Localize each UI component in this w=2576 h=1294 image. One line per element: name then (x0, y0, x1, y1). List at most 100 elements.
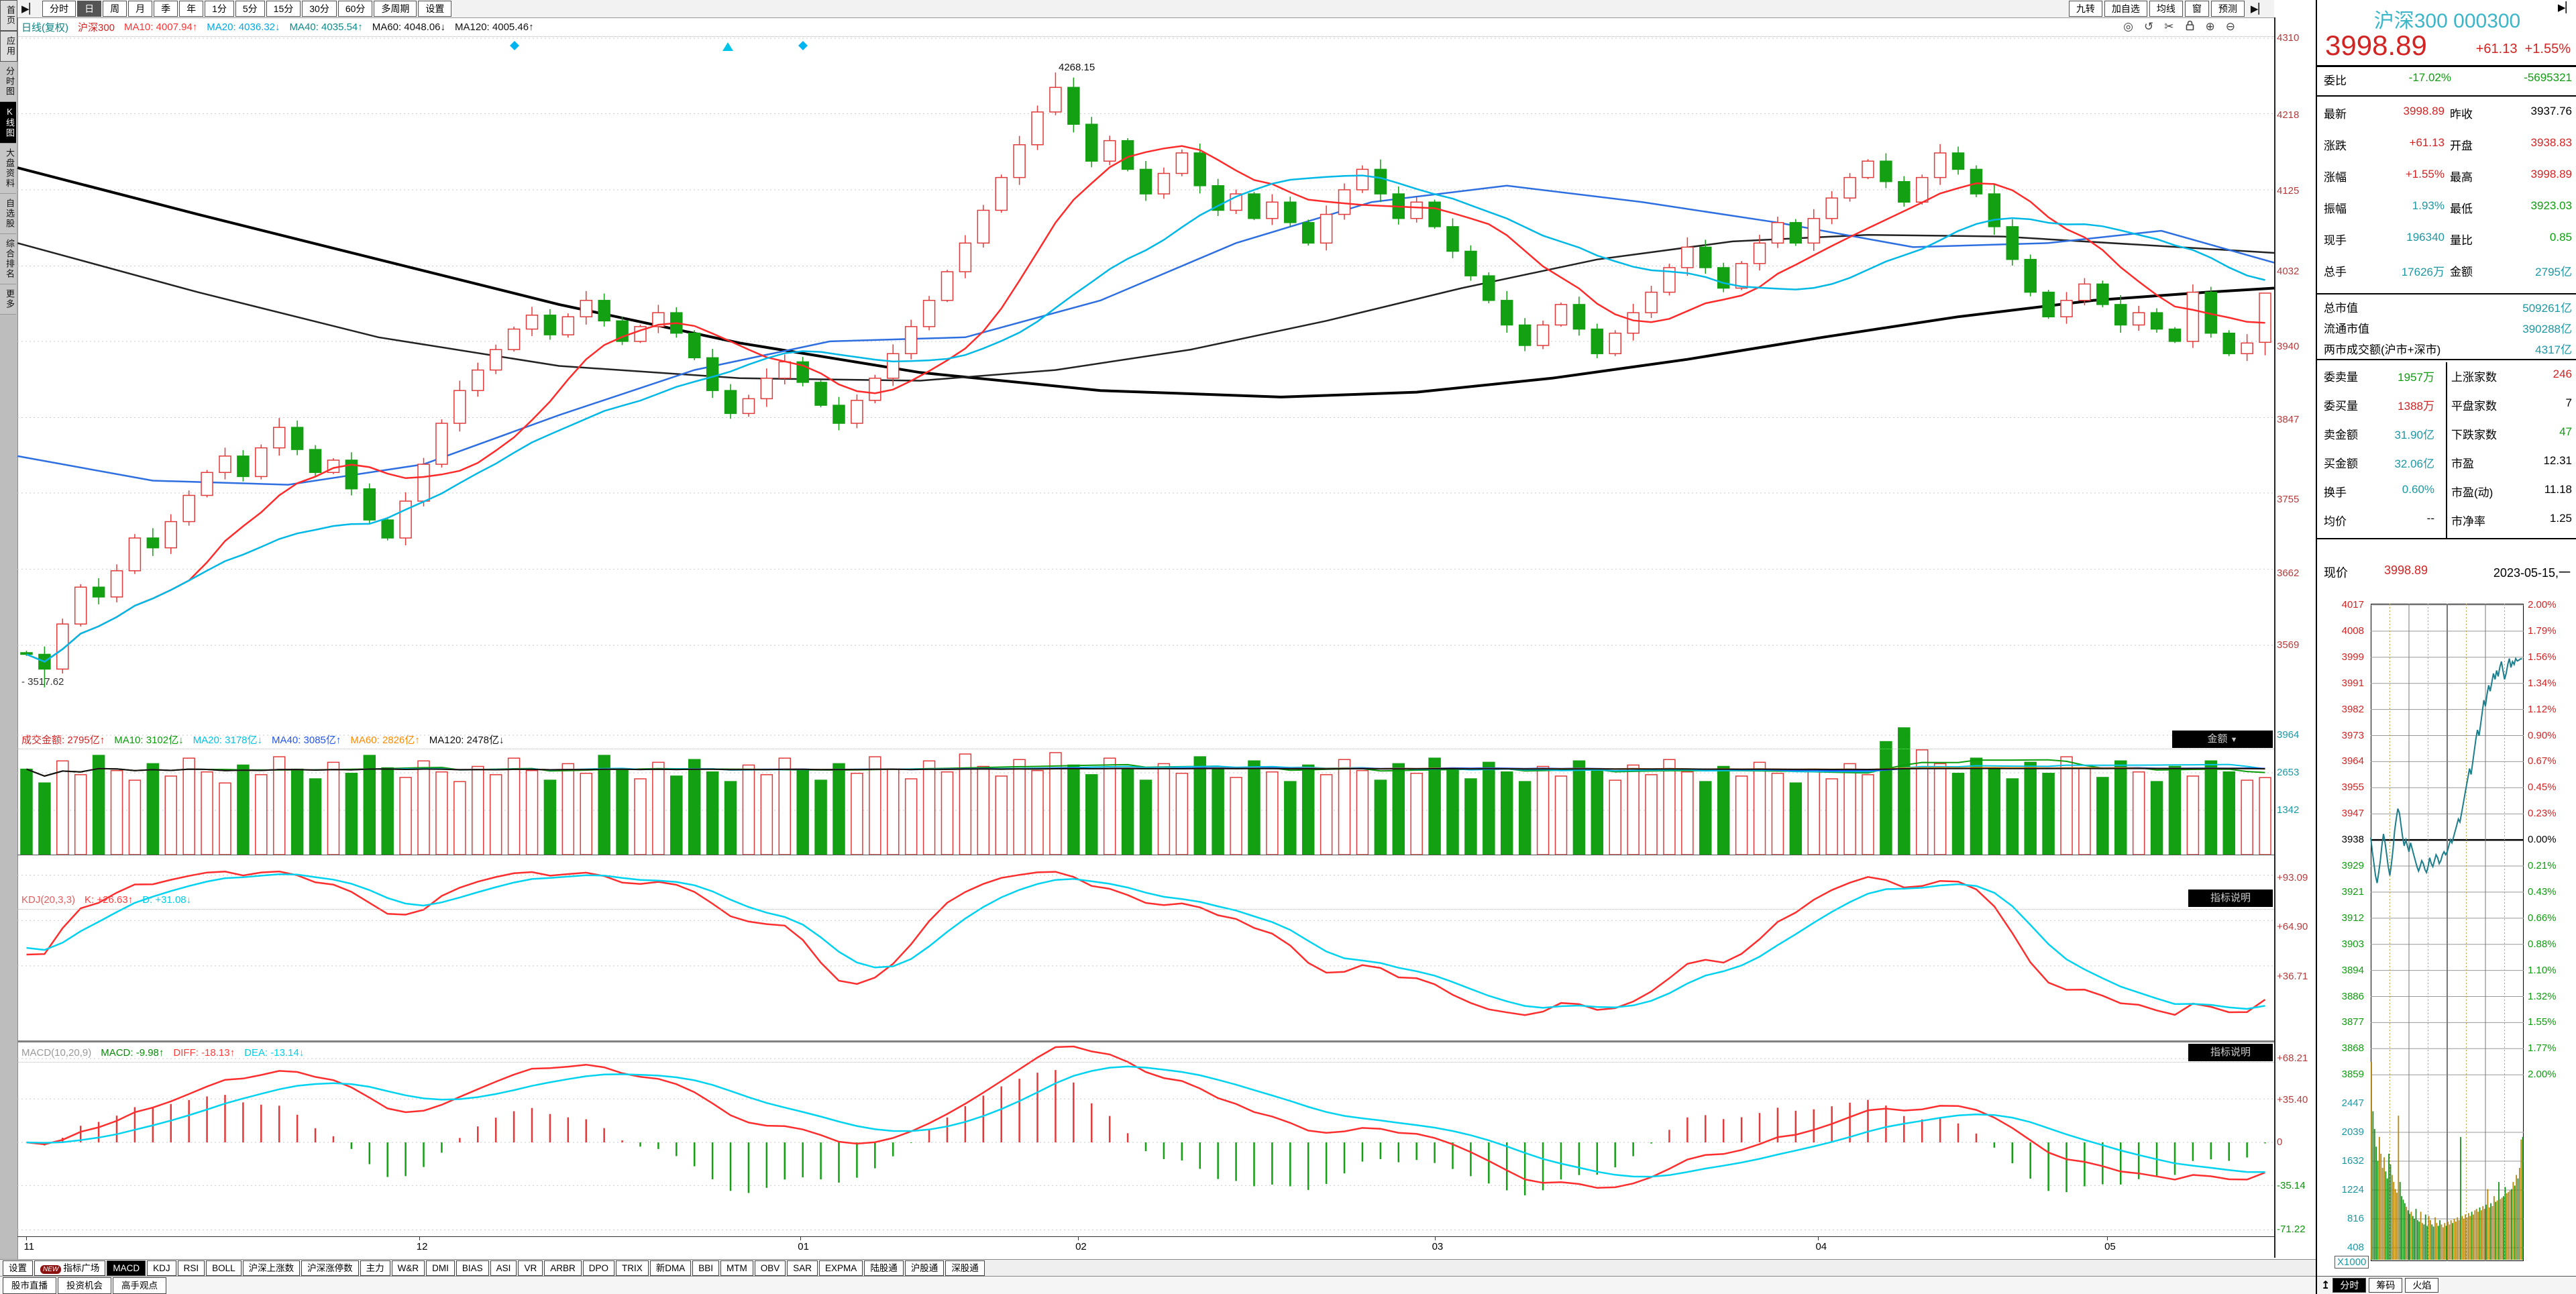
indicator-tab-陆股通[interactable]: 陆股通 (864, 1260, 904, 1276)
mini-price-label: 3982 (2341, 703, 2364, 715)
crosshair-icon[interactable]: ◎ (2123, 20, 2133, 33)
period-tab-季[interactable]: 季 (154, 1, 178, 17)
indicator-tab-设置[interactable]: 设置 (3, 1260, 33, 1276)
indicator-tab-新DMA[interactable]: 新DMA (649, 1260, 692, 1276)
indicator-tab-SAR[interactable]: SAR (787, 1260, 818, 1276)
indicator-tab-BOLL[interactable]: BOLL (206, 1260, 241, 1276)
indicator-tab-ARBR[interactable]: ARBR (544, 1260, 582, 1276)
indicator-tab-MACD[interactable]: MACD (107, 1260, 146, 1276)
low-price-marker: - 3517.62 (21, 676, 64, 688)
axis-label: 3662 (2277, 568, 2300, 579)
mini-price-label: 3947 (2341, 808, 2364, 820)
sidebar-item-综合排名[interactable]: 综合排名 (0, 234, 16, 284)
sidebar-item-分时图[interactable]: 分时图 (0, 62, 16, 102)
indicator-tab-MTM[interactable]: MTM (720, 1260, 753, 1276)
mini-price-label: 3964 (2341, 755, 2364, 767)
macd-chart[interactable] (17, 1042, 2274, 1236)
main-candlestick-chart[interactable] (17, 38, 2275, 728)
axis-label: -35.14 (2277, 1180, 2306, 1191)
axis-label: -71.22 (2277, 1224, 2306, 1235)
indicator-tab-深股通[interactable]: 深股通 (945, 1260, 985, 1276)
mini-vol-label: 2039 (2341, 1126, 2364, 1138)
period-tab-5分[interactable]: 5分 (235, 1, 265, 17)
mini-pct-label: 0.88% (2528, 938, 2557, 950)
axis-label: 4310 (2277, 32, 2300, 44)
indicator-tab-BBI[interactable]: BBI (692, 1260, 720, 1276)
mini-vol-label: 1632 (2341, 1155, 2364, 1167)
axis-label: 3940 (2277, 341, 2300, 352)
period-tab-15分[interactable]: 15分 (266, 1, 301, 17)
sidebar-item-大盘资料[interactable]: 大盘资料 (0, 144, 16, 194)
zoom-in-icon[interactable]: ⊕ (2205, 20, 2215, 33)
tool-button-九转[interactable]: 九转 (2068, 1, 2102, 17)
indicator-tab-沪深涨停数[interactable]: 沪深涨停数 (301, 1260, 359, 1276)
undo-icon[interactable]: ↺ (2144, 20, 2154, 33)
sidebar-item-K线图[interactable]: K线图 (0, 102, 16, 144)
period-tab-多周期[interactable]: 多周期 (374, 1, 417, 17)
indicator-tab-TRIX[interactable]: TRIX (615, 1260, 649, 1276)
new-badge: NEW (40, 1264, 62, 1274)
content-tab-股市直播[interactable]: 股市直播 (3, 1277, 56, 1294)
sidebar-item-自选股[interactable]: 自选股 (0, 194, 16, 234)
period-tab-30分[interactable]: 30分 (302, 1, 337, 17)
scroll-top-icon[interactable]: ↥ (2321, 1280, 2330, 1291)
indicator-tab-沪股通[interactable]: 沪股通 (904, 1260, 945, 1276)
collapse-right-icon[interactable]: ▶▏ (2557, 2, 2573, 13)
indicator-tab-BIAS[interactable]: BIAS (455, 1260, 489, 1276)
indicator-tab-RSI[interactable]: RSI (177, 1260, 205, 1276)
tool-button-预测[interactable]: 预测 (2210, 1, 2245, 17)
mini-tab-分时[interactable]: 分时 (2332, 1278, 2367, 1293)
tool-button-均线[interactable]: 均线 (2149, 1, 2183, 17)
indicator-tab-VR[interactable]: VR (518, 1260, 543, 1276)
collapse-right-toolbar-icon[interactable]: ▶▏ (2250, 3, 2266, 15)
period-tab-60分[interactable]: 60分 (337, 1, 373, 17)
kdj-help-button[interactable]: 指标说明 (2188, 889, 2273, 907)
mini-pct-label: 2.00% (2528, 599, 2557, 610)
price-change: +61.13 +1.55% (2475, 42, 2571, 56)
volume-type-dropdown[interactable]: 金额 ▼ (2172, 731, 2273, 748)
period-tab-年[interactable]: 年 (179, 1, 204, 17)
tool-button-窗[interactable]: 窗 (2184, 1, 2209, 17)
period-tab-日[interactable]: 日 (77, 1, 102, 17)
indicator-tab-ASI[interactable]: ASI (490, 1260, 517, 1276)
kdj-chart[interactable] (17, 856, 2274, 1041)
mini-tab-火焰[interactable]: 火焰 (2405, 1278, 2439, 1293)
indicator-tab-EXPMA[interactable]: EXPMA (819, 1260, 863, 1276)
content-tab-投资机会[interactable]: 投资机会 (58, 1277, 111, 1294)
tool-button-加自选[interactable]: 加自选 (2104, 1, 2147, 17)
period-tab-周[interactable]: 周 (103, 1, 127, 17)
sidebar-item-更多[interactable]: 更多 (0, 284, 16, 315)
ma-value: MA40: 4035.54↑ (289, 21, 363, 33)
sidebar-item-首页[interactable]: 首页 (0, 0, 17, 31)
indicator-tab-DMI[interactable]: DMI (426, 1260, 455, 1276)
volume-chart[interactable] (17, 727, 2274, 855)
mini-tab-筹码[interactable]: 筹码 (2369, 1278, 2403, 1293)
indicator-tab-指标广场[interactable]: NEW 指标广场 (34, 1260, 106, 1276)
scissors-icon[interactable]: ✂ (2164, 20, 2174, 33)
period-tab-设置[interactable]: 设置 (418, 1, 452, 17)
mini-price-label: 3973 (2341, 729, 2364, 741)
month-label: 01 (798, 1241, 809, 1252)
indicator-tab-主力[interactable]: 主力 (360, 1260, 390, 1276)
period-tab-分时[interactable]: 分时 (42, 1, 76, 17)
period-tab-月[interactable]: 月 (128, 1, 153, 17)
macd-help-button[interactable]: 指标说明 (2188, 1044, 2273, 1061)
collapse-left-icon[interactable]: ▶▏ (21, 3, 38, 15)
month-label: 02 (1075, 1241, 1087, 1252)
sidebar-item-应用[interactable]: 应用 (0, 31, 17, 62)
axis-label: 1342 (2277, 804, 2300, 816)
content-tab-高手观点[interactable]: 高手观点 (113, 1277, 166, 1294)
indicator-tab-KDJ[interactable]: KDJ (147, 1260, 176, 1276)
period-tab-1分[interactable]: 1分 (205, 1, 234, 17)
axis-label: 3569 (2277, 639, 2300, 651)
lock-icon[interactable] (2185, 20, 2195, 34)
indicator-tab-OBV[interactable]: OBV (754, 1260, 786, 1276)
zoom-out-icon[interactable]: ⊖ (2225, 20, 2235, 33)
indicator-tab-W&R[interactable]: W&R (391, 1260, 425, 1276)
mini-pct-label: 2.00% (2528, 1069, 2557, 1081)
mini-pct-label: 0.21% (2528, 860, 2557, 871)
high-price-marker: 4268.15 (1059, 62, 1095, 73)
indicator-tab-DPO[interactable]: DPO (582, 1260, 614, 1276)
indicator-tab-沪深上涨数[interactable]: 沪深上涨数 (242, 1260, 301, 1276)
ma-value: MA10: 4007.94↑ (124, 21, 198, 33)
